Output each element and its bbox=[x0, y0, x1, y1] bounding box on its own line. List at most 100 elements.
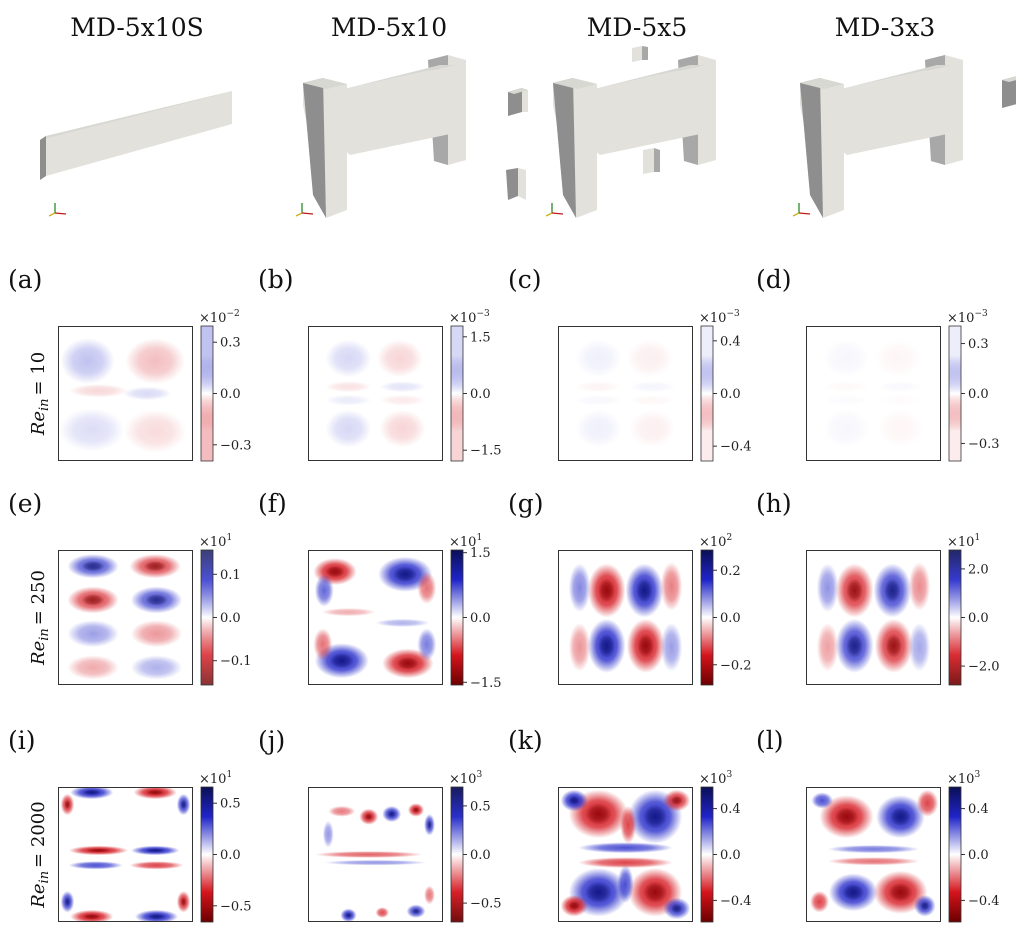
colorbar-exponent: ×10−3 bbox=[699, 309, 740, 326]
colorbar-tick-label: 1.5 bbox=[470, 330, 491, 345]
positive-vortex bbox=[660, 622, 683, 672]
negative-vortex bbox=[129, 861, 184, 870]
colorbar bbox=[200, 549, 214, 686]
positive-vortex-core bbox=[568, 795, 581, 806]
colorbar-tick-label: 0.0 bbox=[968, 387, 989, 402]
front-pillar-side bbox=[800, 78, 823, 218]
front-pillar-side bbox=[303, 78, 326, 218]
colorbar-exponent: ×103 bbox=[449, 770, 482, 787]
front-pillar-side bbox=[553, 78, 576, 218]
column-title: MD-5x10 bbox=[331, 13, 447, 42]
positive-vortex-core bbox=[889, 806, 912, 827]
colorbar bbox=[948, 325, 962, 462]
heatmap-frame bbox=[806, 787, 941, 922]
positive-vortex-core bbox=[329, 652, 354, 669]
negative-vortex bbox=[877, 409, 924, 448]
panel-label: (e) bbox=[8, 489, 42, 518]
negative-vortex-core bbox=[145, 789, 165, 796]
step-block bbox=[643, 148, 654, 174]
positive-vortex-core bbox=[643, 804, 668, 829]
colorbar-tick-label: 0.0 bbox=[720, 848, 741, 863]
crossbar bbox=[590, 65, 705, 155]
colorbar bbox=[200, 325, 214, 462]
colorbar-tick-label: 0.0 bbox=[220, 848, 241, 863]
panel: (l) ×103 0.4 0.0 −0.4 bbox=[756, 726, 1000, 923]
positive-vortex bbox=[68, 861, 123, 870]
geometry-h-step2 bbox=[792, 55, 1016, 218]
heatmap bbox=[58, 326, 193, 461]
positive-vortex bbox=[325, 339, 372, 378]
positive-vortex-core bbox=[387, 810, 396, 818]
negative-vortex bbox=[124, 409, 187, 453]
heatmap-frame bbox=[58, 326, 193, 461]
negative-vortex bbox=[379, 394, 426, 406]
colorbar-exponent: ×102 bbox=[699, 533, 732, 550]
colorbar-tick-label: 0.0 bbox=[470, 611, 491, 626]
crossbar bbox=[340, 65, 455, 155]
panel-label: (h) bbox=[756, 489, 792, 518]
negative-vortex bbox=[130, 620, 183, 648]
negative-vortex bbox=[125, 338, 185, 385]
negative-vortex-core bbox=[643, 881, 668, 904]
colorbar-tick-label: −2.0 bbox=[968, 660, 1000, 675]
colorbar-tick-label: −0.2 bbox=[720, 658, 752, 673]
colorbar bbox=[948, 549, 962, 686]
colorbar bbox=[948, 786, 962, 923]
colorbar bbox=[700, 786, 714, 923]
colorbar-exponent: ×101 bbox=[199, 533, 232, 550]
negative-vortex-core bbox=[888, 882, 913, 903]
negative-vortex-core bbox=[81, 593, 105, 607]
front-pillar-top bbox=[800, 78, 844, 89]
axis-x-line bbox=[54, 212, 67, 215]
bar-end-face bbox=[40, 136, 46, 180]
negative-vortex bbox=[629, 409, 676, 448]
step-block bbox=[642, 46, 648, 60]
negative-vortex-core bbox=[412, 806, 420, 813]
colorbar-tick-label: −1.5 bbox=[470, 444, 502, 459]
negative-vortex bbox=[314, 851, 423, 858]
negative-vortex bbox=[827, 857, 920, 866]
colorbar bbox=[450, 549, 464, 686]
heatmap-frame bbox=[558, 550, 693, 685]
colorbar-tick-label: 0.4 bbox=[720, 802, 741, 817]
step-block bbox=[506, 168, 518, 200]
heatmap bbox=[308, 787, 443, 922]
colorbar-tick-label: 2.0 bbox=[968, 562, 989, 577]
axis-x-line bbox=[551, 212, 564, 215]
heatmap bbox=[806, 787, 941, 922]
colorbar-exponent: ×101 bbox=[449, 533, 482, 550]
front-pillar-top bbox=[303, 78, 347, 89]
step-block bbox=[1002, 76, 1016, 108]
colorbar-tick-label: 0.3 bbox=[968, 337, 989, 352]
negative-vortex-core bbox=[396, 656, 420, 671]
panel: (e) ×101 0.1 0.0 −0.1 bbox=[8, 489, 252, 686]
positive-vortex bbox=[823, 394, 870, 406]
row-label: Rein= 10 bbox=[28, 352, 52, 436]
positive-vortex bbox=[575, 394, 622, 406]
panel-label: (c) bbox=[508, 265, 542, 294]
column-title: MD-5x10S bbox=[70, 13, 204, 42]
colorbar-tick-label: −0.5 bbox=[470, 897, 502, 912]
negative-vortex bbox=[417, 571, 437, 604]
heatmap bbox=[58, 787, 193, 922]
axis-x-line bbox=[301, 212, 314, 215]
positive-vortex-core bbox=[883, 578, 901, 603]
colorbar-tick-label: −1.5 bbox=[470, 676, 502, 691]
positive-vortex bbox=[417, 628, 437, 661]
negative-vortex-core bbox=[180, 896, 187, 907]
panel-label: (b) bbox=[258, 265, 294, 294]
positive-vortex-core bbox=[411, 908, 421, 915]
colorbar-tick-label: 0.0 bbox=[968, 611, 989, 626]
negative-vortex bbox=[328, 805, 356, 817]
geometry-row bbox=[40, 46, 1016, 218]
positive-vortex-core bbox=[64, 896, 71, 907]
positive-vortex bbox=[811, 792, 833, 809]
axis-x-line bbox=[798, 212, 811, 215]
colorbar-exponent: ×10−2 bbox=[199, 309, 240, 326]
colorbar-tick-label: 0.5 bbox=[470, 799, 491, 814]
negative-vortex-core bbox=[670, 795, 683, 806]
positive-vortex-core bbox=[344, 912, 353, 919]
positive-vortex-core bbox=[842, 883, 865, 901]
colorbar-exponent: ×103 bbox=[947, 770, 980, 787]
